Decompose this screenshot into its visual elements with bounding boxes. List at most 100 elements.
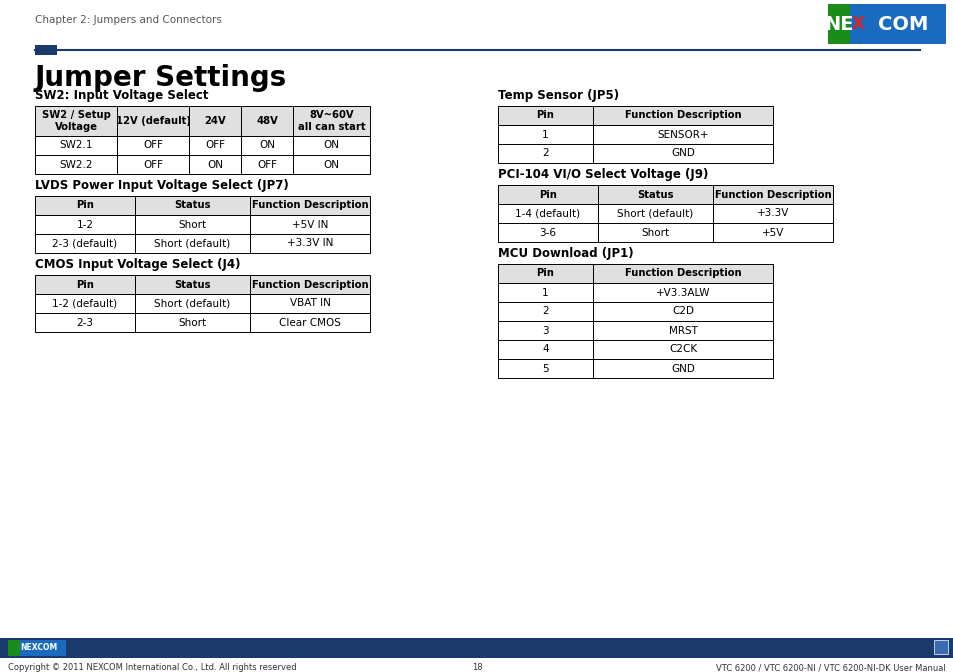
Text: X: X <box>851 15 863 33</box>
Text: 1-4 (default): 1-4 (default) <box>515 208 580 218</box>
Text: Pin: Pin <box>76 200 93 210</box>
Text: PCI-104 VI/O Select Voltage (J9): PCI-104 VI/O Select Voltage (J9) <box>497 168 708 181</box>
Bar <box>497 185 598 204</box>
Bar <box>497 204 598 223</box>
Bar <box>593 359 772 378</box>
Bar <box>250 196 370 215</box>
Text: SW2: Input Voltage Select: SW2: Input Voltage Select <box>35 89 209 102</box>
Text: 5: 5 <box>541 364 548 374</box>
Text: GND: GND <box>670 149 694 159</box>
Text: C2D: C2D <box>671 306 693 317</box>
Text: GND: GND <box>670 364 694 374</box>
Bar <box>593 106 772 125</box>
Text: Pin: Pin <box>536 110 554 120</box>
Bar <box>135 294 250 313</box>
Bar <box>497 283 593 302</box>
Text: C2CK: C2CK <box>668 345 697 355</box>
Text: 3: 3 <box>541 325 548 335</box>
Text: Function Description: Function Description <box>252 280 368 290</box>
Bar <box>712 223 832 242</box>
Bar <box>35 313 135 332</box>
Bar <box>497 106 593 125</box>
Bar <box>0 638 953 658</box>
Bar <box>250 313 370 332</box>
Text: +3.3V: +3.3V <box>756 208 788 218</box>
Bar <box>497 144 593 163</box>
Bar <box>35 215 135 234</box>
Text: Status: Status <box>174 200 211 210</box>
Bar <box>135 313 250 332</box>
Bar <box>117 136 189 155</box>
Bar <box>593 283 772 302</box>
Bar <box>135 234 250 253</box>
Text: VTC 6200 / VTC 6200-NI / VTC 6200-NI-DK User Manual: VTC 6200 / VTC 6200-NI / VTC 6200-NI-DK … <box>716 663 945 672</box>
Text: SW2.1: SW2.1 <box>59 140 92 151</box>
Text: MCU Download (JP1): MCU Download (JP1) <box>497 247 633 260</box>
Text: 8V~60V
all can start: 8V~60V all can start <box>297 110 365 132</box>
Bar <box>293 136 370 155</box>
Bar <box>593 125 772 144</box>
Text: Function Description: Function Description <box>624 269 740 278</box>
Bar <box>135 215 250 234</box>
Bar <box>497 302 593 321</box>
Text: OFF: OFF <box>205 140 225 151</box>
Bar <box>189 136 241 155</box>
Text: Short: Short <box>178 220 207 230</box>
Bar <box>933 640 947 654</box>
Text: Short: Short <box>178 317 207 327</box>
Text: NE: NE <box>823 15 853 34</box>
Bar <box>593 144 772 163</box>
Text: Pin: Pin <box>536 269 554 278</box>
Text: 2-3: 2-3 <box>76 317 93 327</box>
Text: +V3.3ALW: +V3.3ALW <box>655 288 709 298</box>
Bar <box>241 155 293 174</box>
Bar <box>135 196 250 215</box>
Text: VBAT IN: VBAT IN <box>290 298 330 308</box>
Text: NEXCOM: NEXCOM <box>20 644 57 653</box>
Bar <box>241 136 293 155</box>
Text: ON: ON <box>258 140 274 151</box>
Bar <box>598 204 712 223</box>
Text: 1-2 (default): 1-2 (default) <box>52 298 117 308</box>
Bar <box>35 275 135 294</box>
Text: 2: 2 <box>541 149 548 159</box>
Text: ON: ON <box>207 159 223 169</box>
Text: Short (default): Short (default) <box>617 208 693 218</box>
Text: Temp Sensor (JP5): Temp Sensor (JP5) <box>497 89 618 102</box>
Text: Short: Short <box>640 228 669 237</box>
Text: Status: Status <box>174 280 211 290</box>
Text: ON: ON <box>323 159 339 169</box>
Bar <box>250 234 370 253</box>
Bar <box>8 640 20 656</box>
Text: MRST: MRST <box>668 325 697 335</box>
Bar <box>250 294 370 313</box>
Bar <box>593 302 772 321</box>
Text: 12V (default): 12V (default) <box>115 116 191 126</box>
Text: Pin: Pin <box>538 190 557 200</box>
Text: 1: 1 <box>541 288 548 298</box>
Text: ON: ON <box>323 140 339 151</box>
Bar <box>189 155 241 174</box>
Text: SW2 / Setup
Voltage: SW2 / Setup Voltage <box>42 110 111 132</box>
Bar <box>135 275 250 294</box>
Text: Function Description: Function Description <box>624 110 740 120</box>
Bar <box>712 185 832 204</box>
Text: 3-6: 3-6 <box>539 228 556 237</box>
Bar <box>35 234 135 253</box>
Text: 24V: 24V <box>204 116 226 126</box>
Bar <box>250 215 370 234</box>
Text: 4: 4 <box>541 345 548 355</box>
Text: Jumper Settings: Jumper Settings <box>35 64 287 92</box>
Text: OFF: OFF <box>143 140 163 151</box>
Bar <box>827 4 849 44</box>
Text: Function Description: Function Description <box>714 190 830 200</box>
Text: Short (default): Short (default) <box>154 239 231 249</box>
Text: LVDS Power Input Voltage Select (JP7): LVDS Power Input Voltage Select (JP7) <box>35 179 289 192</box>
Bar <box>35 294 135 313</box>
Text: +5V: +5V <box>761 228 783 237</box>
Text: Short (default): Short (default) <box>154 298 231 308</box>
Text: 48V: 48V <box>255 116 277 126</box>
Bar <box>497 340 593 359</box>
Text: COM: COM <box>877 15 927 34</box>
Bar <box>117 106 189 136</box>
